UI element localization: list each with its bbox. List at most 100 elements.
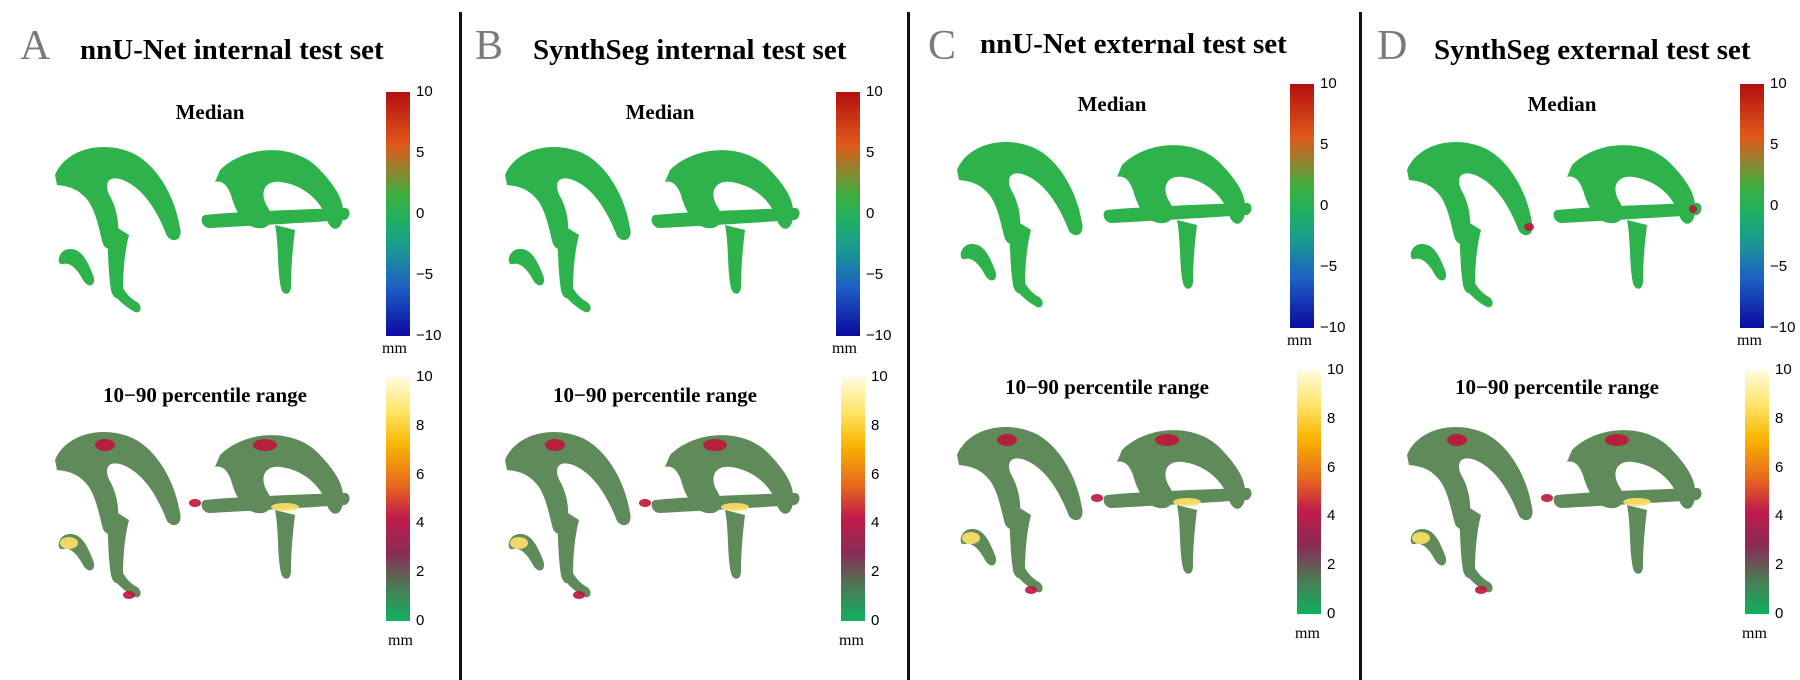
colorbar-tick: 0	[1320, 197, 1329, 214]
colorbar-tick: −10	[416, 327, 442, 344]
median-title: Median	[1527, 92, 1597, 116]
ventricle-body-right	[1567, 430, 1696, 509]
hotspot	[189, 499, 201, 507]
ventricle-body-right	[215, 435, 344, 514]
panel-divider	[1359, 12, 1362, 680]
hotspot	[1605, 434, 1629, 446]
hotspot	[1173, 498, 1201, 506]
hotspot	[95, 439, 115, 451]
colorbar-tick: 8	[1775, 410, 1784, 427]
ventricle-temporal-left	[508, 249, 545, 286]
hotspot	[545, 439, 565, 451]
median-colorbar	[836, 92, 860, 336]
ventricle-tail-left	[111, 280, 141, 313]
colorbar-tick: 0	[871, 612, 880, 629]
panel-title: nnU-Net internal test set	[80, 34, 384, 66]
hotspot	[1475, 586, 1487, 594]
median-ventricle-render	[1407, 141, 1702, 308]
colorbar-tick: 2	[416, 563, 425, 580]
hotspot	[639, 499, 651, 507]
range-ventricle-render	[505, 431, 800, 599]
panel-letter: C	[928, 23, 957, 69]
ventricle-horn-left	[1007, 500, 1031, 579]
ventricle-tail-left	[561, 280, 591, 313]
ventricle-tail-left	[111, 565, 141, 598]
ventricle-temporal-left	[960, 244, 997, 281]
colorbar-tick: 10	[1320, 75, 1337, 92]
ventricle-third-right	[651, 208, 800, 228]
ventricle-body-left	[55, 146, 181, 249]
ventricle-horn-left	[105, 220, 129, 299]
panel-divider	[907, 12, 910, 680]
range-unit-label: mm	[1295, 625, 1320, 642]
hotspot	[997, 434, 1017, 446]
colorbar-tick: 5	[1770, 136, 1779, 153]
ventricle-body-right	[1117, 430, 1246, 509]
colorbar-tick: 4	[871, 514, 880, 531]
ventricle-third-right	[1553, 488, 1702, 508]
panel-divider	[459, 12, 462, 680]
hotspot	[1541, 494, 1553, 502]
colorbar-tick: 2	[1327, 556, 1336, 573]
ventricle-third-right	[201, 493, 350, 513]
median-colorbar	[1740, 84, 1764, 328]
range-title: 10−90 percentile range	[552, 383, 758, 407]
median-title: Median	[175, 100, 245, 124]
range-unit-label: mm	[839, 632, 864, 649]
median-unit-label: mm	[382, 340, 407, 357]
panel-title: nnU-Net external test set	[980, 28, 1287, 60]
colorbar-tick: 6	[1775, 459, 1784, 476]
colorbar-tick: −10	[1320, 319, 1346, 336]
range-colorbar	[386, 377, 410, 621]
range-ventricle-render	[1407, 426, 1702, 594]
panel-letter: D	[1377, 23, 1408, 69]
hotspot	[253, 439, 277, 451]
ventricle-horn-left	[555, 505, 579, 584]
ventricle-body-right	[1117, 145, 1246, 224]
hotspot	[1524, 223, 1534, 231]
range-colorbar	[841, 377, 865, 621]
colorbar-tick: 5	[1320, 136, 1329, 153]
colorbar-tick: 2	[1775, 556, 1784, 573]
ventricle-body-left	[505, 146, 631, 249]
colorbar-tick: 8	[871, 417, 880, 434]
median-title: Median	[1077, 92, 1147, 116]
ventricle-third-right	[1103, 203, 1252, 223]
ventricle-tail-left	[1463, 275, 1493, 308]
ventricle-tail-left	[1013, 275, 1043, 308]
ventricle-body-left	[957, 141, 1083, 244]
range-ventricle-render	[957, 426, 1252, 594]
panel-title: SynthSeg external test set	[1434, 34, 1751, 66]
ventricle-body-left	[1407, 426, 1533, 529]
ventricle-body-left	[505, 431, 631, 534]
colorbar-tick: −10	[866, 327, 892, 344]
range-colorbar	[1745, 370, 1769, 614]
hotspot	[703, 439, 727, 451]
ventricle-horn-right	[1177, 505, 1197, 574]
colorbar-tick: 10	[871, 368, 888, 385]
colorbar-tick: 4	[1775, 507, 1784, 524]
colorbar-tick: 10	[416, 368, 433, 385]
colorbar-tick: 10	[866, 83, 883, 100]
colorbar-tick: 5	[416, 144, 425, 161]
colorbar-tick: 10	[416, 83, 433, 100]
ventricle-body-left	[1407, 141, 1533, 244]
hotspot	[1091, 494, 1103, 502]
colorbar-tick: 8	[1327, 410, 1336, 427]
range-unit-label: mm	[1742, 625, 1767, 642]
ventricle-body-right	[665, 150, 794, 229]
colorbar-tick: 8	[416, 417, 425, 434]
ventricle-tail-left	[561, 565, 591, 598]
hotspot	[1689, 205, 1697, 213]
ventricle-body-left	[55, 431, 181, 534]
colorbar-tick: 10	[1770, 75, 1787, 92]
ventricle-tail-left	[1013, 560, 1043, 593]
range-colorbar	[1297, 370, 1321, 614]
ventricle-body-left	[957, 426, 1083, 529]
hotspot	[123, 591, 135, 599]
hotspot	[1412, 532, 1430, 544]
panel-b: B SynthSeg internal test set Median 10 5…	[455, 0, 905, 680]
ventricle-horn-right	[1627, 220, 1647, 289]
ventricle-horn-left	[1007, 215, 1031, 294]
ventricle-body-right	[1567, 145, 1696, 224]
